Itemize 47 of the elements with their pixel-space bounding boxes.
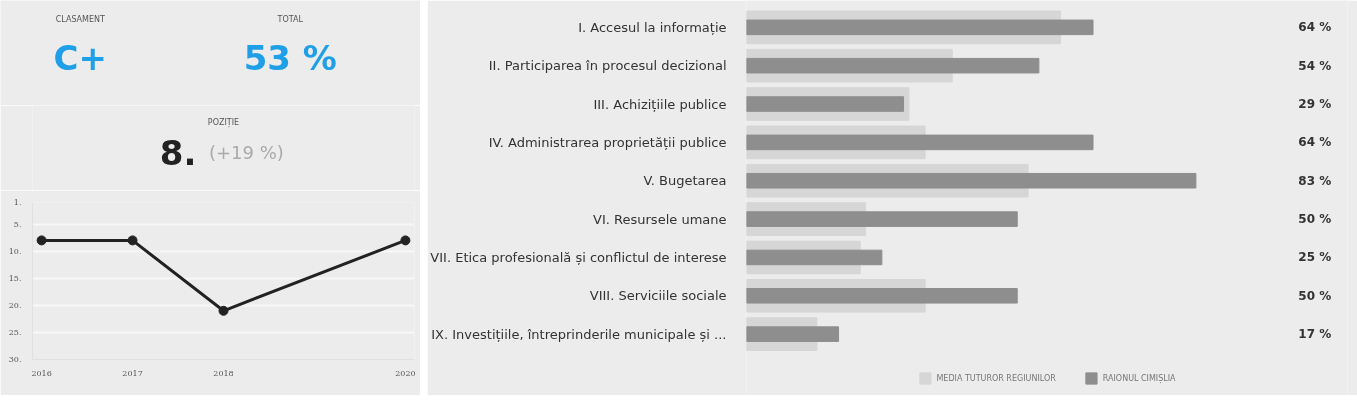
text: CLASAMENT [55, 14, 106, 24]
text: 53 % [243, 38, 337, 79]
y-tick-label: 5. [13, 219, 22, 229]
y-tick-label: IX. Investițiile, întreprinderile municipale și ... [431, 326, 727, 342]
y-tick-label: 15. [8, 273, 22, 283]
data-label: 17 % [1298, 327, 1332, 342]
y-tick-label: 25. [8, 327, 22, 337]
bar [746, 249, 883, 266]
y-tick-label: 30. [8, 355, 22, 364]
data-label: 64 % [1298, 20, 1332, 35]
y-tick-label: VII. Etica profesională și conflictul de interese [430, 249, 727, 265]
x-tick-label: 2020 [395, 368, 416, 378]
x-tick-label: 2017 [122, 368, 143, 378]
y-tick-label: VI. Resursele umane [593, 211, 727, 227]
data-label: 83 % [1298, 173, 1332, 188]
legend-label: RAIONUL CIMIȘLIA [1102, 373, 1176, 383]
bar [746, 19, 1094, 36]
data-label: 50 % [1298, 212, 1332, 227]
y-tick-label: I. Accesul la informație [578, 19, 727, 35]
data-label: 54 % [1298, 58, 1332, 73]
x-tick-label: 2016 [31, 368, 52, 378]
bar [746, 326, 840, 342]
y-tick-label: 20. [8, 300, 22, 310]
y-tick-label: 10. [8, 246, 22, 256]
bar [746, 211, 1018, 227]
x-tick-label: 2018 [213, 368, 234, 378]
data-label: 64 % [1298, 135, 1332, 150]
y-tick-label: V. Bugetarea [643, 173, 727, 189]
bar [746, 57, 1040, 74]
data-label: 29 % [1298, 97, 1332, 112]
bar [746, 96, 905, 112]
bar [746, 288, 1018, 304]
data-label: 25 % [1298, 250, 1332, 265]
y-tick-label: 1. [13, 198, 22, 207]
text: 8. [159, 133, 197, 173]
data-label: 50 % [1298, 288, 1332, 303]
chart-title: POZIȚIE [207, 118, 240, 128]
text: TOTAL [276, 14, 304, 24]
y-tick-label: IV. Administrarea proprietății publice [488, 134, 727, 150]
y-tick-label: II. Participarea în procesul decizional [488, 58, 727, 74]
y-tick-label: VIII. Serviciile sociale [589, 288, 727, 304]
text: (+19 %) [208, 142, 284, 163]
text: C+ [53, 38, 108, 79]
bar [746, 172, 1197, 189]
y-tick-label: III. Achizițiile publice [593, 96, 727, 112]
bar [746, 134, 1094, 151]
legend-label: MEDIA TUTUROR REGIUNILOR [936, 373, 1056, 383]
